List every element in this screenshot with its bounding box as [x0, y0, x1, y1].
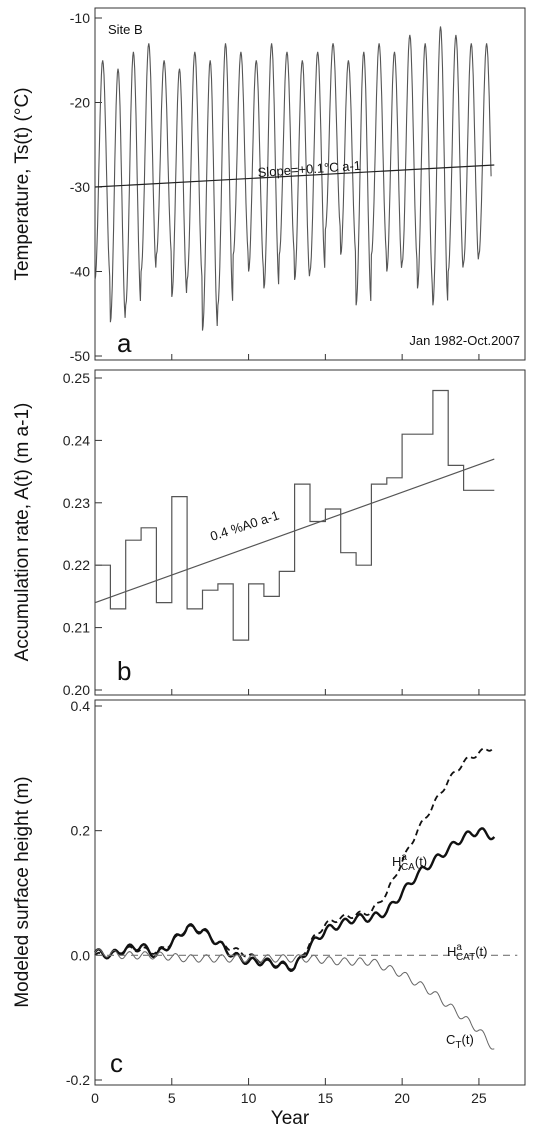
c-ytick-label: -0.2: [66, 1072, 90, 1088]
c-xtick-label: 5: [168, 1090, 176, 1106]
panel-a-frame: [94, 7, 526, 361]
period-label: Jan 1982-Oct.2007: [409, 333, 520, 348]
accumulation-trend-line: [94, 458, 495, 604]
panel-b-accumulation: 0.20 0.21 0.22 0.23 0.24 0.25: [63, 370, 495, 698]
panel-letter-b: b: [117, 656, 131, 686]
series-ct-t-: [94, 948, 495, 1050]
c-xtick-label: 10: [241, 1090, 257, 1106]
site-label: Site B: [108, 22, 143, 37]
label-haca: Ha CA(t): [392, 852, 427, 873]
ylabel-c: Modeled surface height (m): [12, 776, 33, 1007]
temperature-trend-line: [94, 164, 495, 188]
panel-letter-c: c: [110, 1048, 123, 1078]
trend-a-label: Slope=+0.1°C a-1: [257, 158, 361, 180]
trend-b-label: 0.4 %A0 a-1: [208, 507, 281, 543]
b-ytick-label: 0.21: [63, 620, 90, 636]
accumulation-step-series: [95, 389, 495, 641]
b-ytick-label: 0.25: [63, 370, 90, 386]
temperature-series: [94, 26, 492, 331]
c-xtick-label: 25: [471, 1090, 487, 1106]
c-xtick-label: 0: [91, 1090, 99, 1106]
panel-c-frame: [94, 699, 526, 1086]
c-ytick-label: 0.4: [71, 698, 91, 714]
a-ytick-label: -20: [70, 95, 90, 111]
panel-c-surface-height: -0.2 0.0 0.2 0.4 0 5 10 15 20 25: [66, 354, 518, 1106]
series-hacat-t-: [94, 827, 496, 973]
label-hacat: Ha CAT(t): [447, 942, 488, 963]
c-ytick-label: 0.2: [71, 823, 91, 839]
a-ytick-label: -10: [70, 10, 90, 26]
a-ytick-label: -50: [70, 348, 90, 364]
a-ytick-label: -30: [70, 179, 90, 195]
b-ytick-label: 0.23: [63, 495, 90, 511]
panel-b-frame: [94, 369, 526, 696]
c-xtick-label: 20: [394, 1090, 410, 1106]
xlabel: Year: [271, 1108, 310, 1129]
b-ytick-label: 0.24: [63, 432, 90, 448]
ylabel-b: Accumulation rate, A(t) (m a-1): [12, 403, 33, 662]
label-ct: CT(t): [446, 1032, 474, 1051]
b-ytick-label: 0.22: [63, 557, 90, 573]
c-ytick-label: 0.0: [71, 947, 91, 963]
a-ytick-label: -40: [70, 264, 90, 280]
b-ytick-label: 0.20: [63, 682, 90, 698]
c-xtick-label: 15: [318, 1090, 334, 1106]
ylabel-a: Temperature, Ts(t) (°C): [12, 87, 33, 280]
panel-letter-a: a: [117, 328, 132, 358]
panel-a-temperature: -50 -40 -30 -20 -10: [70, 10, 495, 364]
